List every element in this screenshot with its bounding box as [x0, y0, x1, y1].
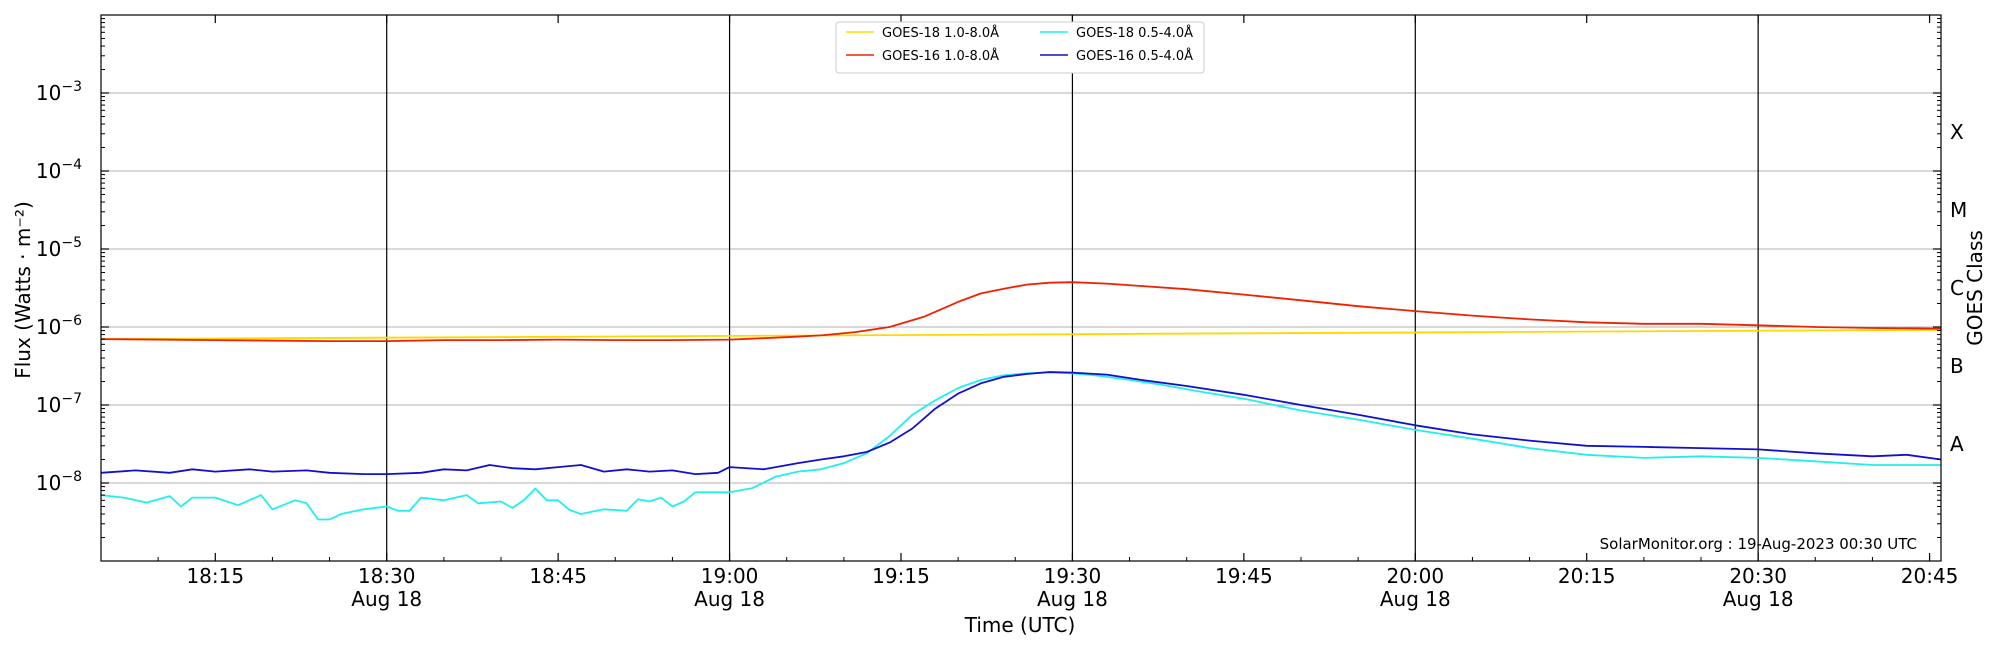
legend-label: GOES-18 0.5-4.0Å — [1076, 25, 1193, 41]
goes-class-label: M — [1950, 198, 1967, 222]
x-tick-date-label: Aug 18 — [1723, 587, 1794, 611]
x-tick-label: 20:45 — [1901, 564, 1959, 588]
x-tick-date-label: Aug 18 — [351, 587, 422, 611]
legend-label: GOES-16 0.5-4.0Å — [1076, 48, 1193, 64]
y-axis-title: Flux (Watts · m⁻²) — [11, 201, 35, 379]
goes-class-label: X — [1950, 120, 1964, 144]
footer-credit: SolarMonitor.org : 19-Aug-2023 00:30 UTC — [1600, 535, 1917, 553]
series-line-4 — [100, 371, 1942, 476]
y-tick-label: 10−7 — [36, 391, 82, 417]
goes-class-label: A — [1950, 432, 1964, 456]
x-tick-label: 19:45 — [1215, 564, 1273, 588]
y-tick-label: 10−5 — [36, 235, 82, 261]
series-layer — [100, 281, 1942, 521]
x-tick-label: 18:30 — [358, 564, 416, 588]
series-line-2 — [100, 281, 1942, 343]
y-tick-label: 10−6 — [36, 313, 82, 339]
legend-label: GOES-18 1.0-8.0Å — [882, 25, 999, 41]
x-tick-label: 19:30 — [1044, 564, 1102, 588]
legend-label: GOES-16 1.0-8.0Å — [882, 48, 999, 64]
goes-class-label: B — [1950, 354, 1964, 378]
x-tick-label: 20:00 — [1386, 564, 1444, 588]
x-tick-label: 20:15 — [1558, 564, 1616, 588]
y-tick-label: 10−4 — [36, 157, 82, 183]
legend-box — [835, 21, 1205, 74]
x-tick-label: 18:45 — [529, 564, 587, 588]
series-line-3 — [100, 371, 1941, 521]
legend: GOES-18 1.0-8.0Å GOES-16 1.0-8.0Å GOES-18 … — [835, 21, 1205, 74]
grid-layer — [101, 15, 1941, 561]
x-tick-date-label: Aug 18 — [1037, 587, 1108, 611]
y-tick-label: 10−3 — [36, 79, 82, 105]
x-tick-label: 19:15 — [872, 564, 930, 588]
x-tick-date-label: Aug 18 — [1380, 587, 1451, 611]
x-tick-label: 19:00 — [701, 564, 759, 588]
plot-frame — [100, 14, 1942, 562]
series-line-1 — [100, 328, 1942, 340]
goes-class-axis-title: GOES Class — [1963, 230, 1987, 346]
x-tick-date-label: Aug 18 — [694, 587, 765, 611]
x-axis-title: Time (UTC) — [964, 613, 1076, 637]
x-tick-label: 18:15 — [186, 564, 244, 588]
goes-class-label: C — [1950, 276, 1964, 300]
x-tick-label: 20:30 — [1729, 564, 1787, 588]
y-tick-label: 10−8 — [36, 469, 82, 495]
tick-layer — [100, 15, 1941, 561]
